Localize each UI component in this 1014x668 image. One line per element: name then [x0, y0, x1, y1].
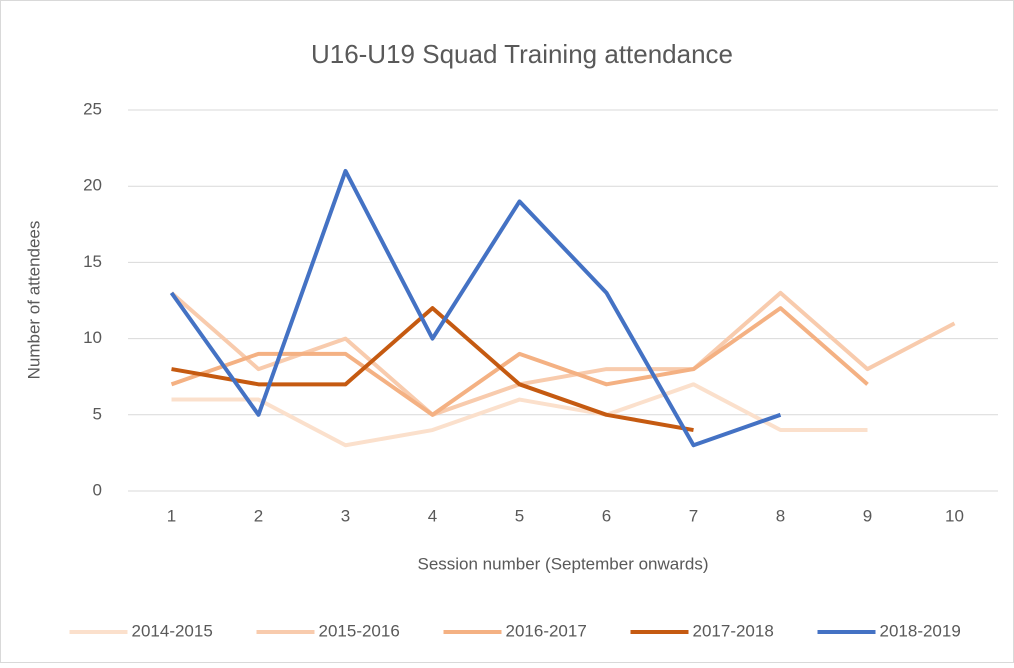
x-tick-label: 9 [863, 506, 872, 525]
x-tick-label: 3 [341, 506, 350, 525]
legend-label: 2015-2016 [319, 621, 400, 640]
x-tick-label: 2 [254, 506, 263, 525]
x-axis-label: Session number (September onwards) [417, 554, 708, 573]
x-tick-label: 1 [167, 506, 176, 525]
x-tick-label: 4 [428, 506, 437, 525]
x-tick-label: 10 [945, 506, 964, 525]
legend-label: 2017-2018 [693, 621, 774, 640]
y-tick-label: 0 [93, 480, 102, 499]
x-tick-label: 7 [689, 506, 698, 525]
legend-label: 2018-2019 [880, 621, 961, 640]
x-tick-label: 8 [776, 506, 785, 525]
series-line [171, 382, 868, 448]
series-line [169, 168, 782, 448]
y-tick-label: 25 [83, 99, 102, 118]
legend-label: 2016-2017 [506, 621, 587, 640]
y-axis-label: Number of attendees [24, 221, 43, 380]
series-line [171, 306, 694, 433]
x-tick-label: 6 [602, 506, 611, 525]
y-tick-label: 15 [83, 252, 102, 271]
series-line [170, 306, 869, 417]
y-tick-label: 10 [83, 328, 102, 347]
y-tick-label: 5 [93, 404, 102, 423]
y-tick-label: 20 [83, 176, 102, 195]
legend-label: 2014-2015 [132, 621, 213, 640]
chart-title: U16-U19 Squad Training attendance [311, 39, 733, 69]
x-tick-label: 5 [515, 506, 524, 525]
